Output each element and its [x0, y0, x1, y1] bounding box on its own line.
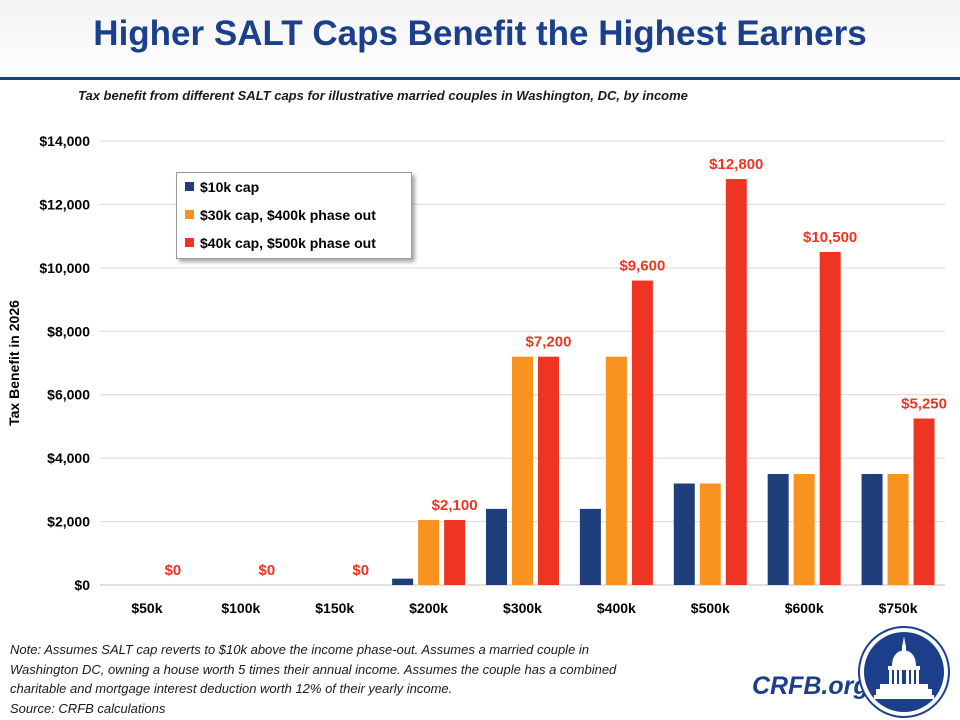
x-tick-label: $300k — [503, 600, 542, 616]
title-band — [0, 0, 960, 84]
bar-0-4 — [486, 508, 507, 585]
bar-1-4 — [512, 356, 533, 585]
bar-1-7 — [793, 474, 815, 585]
y-tick-label: $0 — [74, 577, 90, 593]
title-divider — [0, 77, 960, 80]
data-label: $2,100 — [432, 497, 478, 514]
bar-1-6 — [699, 483, 721, 585]
bar-2-4 — [538, 356, 559, 585]
bar-2-6 — [725, 179, 747, 586]
bar-2-7 — [819, 252, 841, 585]
brand-link[interactable]: CRFB.org — [752, 672, 869, 700]
bar-2-3 — [444, 519, 466, 585]
legend-label: $40k cap, $500k phase out — [200, 235, 376, 251]
page-title: Higher SALT Caps Benefit the Highest Ear… — [93, 14, 867, 53]
chart-subtitle: Tax benefit from different SALT caps for… — [78, 88, 688, 103]
bar-1-3 — [418, 519, 440, 585]
bar-chart: $0 $2,000 $4,000 $6,000 $8,000 $10,000 $12,000… — [6, 133, 947, 616]
y-tick-label: $2,000 — [47, 514, 90, 530]
y-tick-label: $10,000 — [39, 260, 90, 276]
y-tick-label: $6,000 — [47, 387, 90, 403]
data-label: $9,600 — [619, 258, 665, 275]
capitol-dome-icon — [858, 626, 950, 718]
bar-0-5 — [579, 508, 601, 585]
bar-0-7 — [767, 474, 789, 585]
footnote: Note: Assumes SALT cap reverts to $10k a… — [10, 640, 710, 718]
legend-swatch-40k-cap — [185, 238, 194, 247]
data-label: $0 — [258, 562, 275, 579]
footnote-line: charitable and mortgage interest deducti… — [10, 681, 453, 696]
y-tick-label: $12,000 — [39, 196, 90, 212]
legend-item-30k-cap: $30k cap, $400k phase out — [185, 206, 376, 224]
y-tick-label: $14,000 — [39, 133, 90, 149]
legend-swatch-30k-cap — [185, 210, 194, 219]
bar-0-8 — [861, 474, 883, 585]
y-tick-label: $4,000 — [47, 450, 90, 466]
y-tick-label: $8,000 — [47, 323, 90, 339]
x-tick-label: $750k — [879, 600, 918, 616]
footnote-line: Note: Assumes SALT cap reverts to $10k a… — [10, 642, 590, 657]
x-tick-label: $500k — [691, 600, 730, 616]
data-label: $0 — [165, 562, 182, 579]
legend-label: $10k cap — [200, 179, 260, 195]
chart-legend: $10k cap $30k cap, $400k phase out $40k … — [176, 172, 412, 259]
x-tick-label: $200k — [409, 600, 448, 616]
bar-2-5 — [631, 280, 653, 585]
bar-2-8 — [913, 418, 935, 585]
data-label: $7,200 — [526, 334, 572, 351]
footnote-line: Washington DC, owning a house worth 5 ti… — [10, 661, 617, 677]
bar-1-5 — [605, 356, 627, 585]
bar-0-6 — [673, 483, 695, 585]
x-tick-label: $600k — [785, 600, 824, 616]
x-tick-label: $400k — [597, 600, 636, 616]
x-tick-label: $50k — [131, 600, 162, 616]
x-tick-label: $150k — [315, 600, 354, 616]
data-label: $10,500 — [803, 229, 857, 246]
legend-swatch-10k-cap — [185, 182, 194, 191]
bar-1-8 — [887, 474, 909, 585]
legend-label: $30k cap, $400k phase out — [200, 207, 376, 223]
data-label: $0 — [352, 562, 369, 579]
legend-item-10k-cap: $10k cap — [185, 178, 259, 196]
bar-0-3 — [392, 578, 414, 585]
source-line: Source: CRFB calculations — [10, 700, 166, 716]
legend-item-40k-cap: $40k cap, $500k phase out — [185, 234, 376, 252]
data-label: $12,800 — [709, 156, 763, 173]
y-axis-label: Tax Benefit in 2026 — [6, 300, 22, 426]
x-tick-label: $100k — [221, 600, 260, 616]
data-label: $5,250 — [901, 396, 947, 413]
